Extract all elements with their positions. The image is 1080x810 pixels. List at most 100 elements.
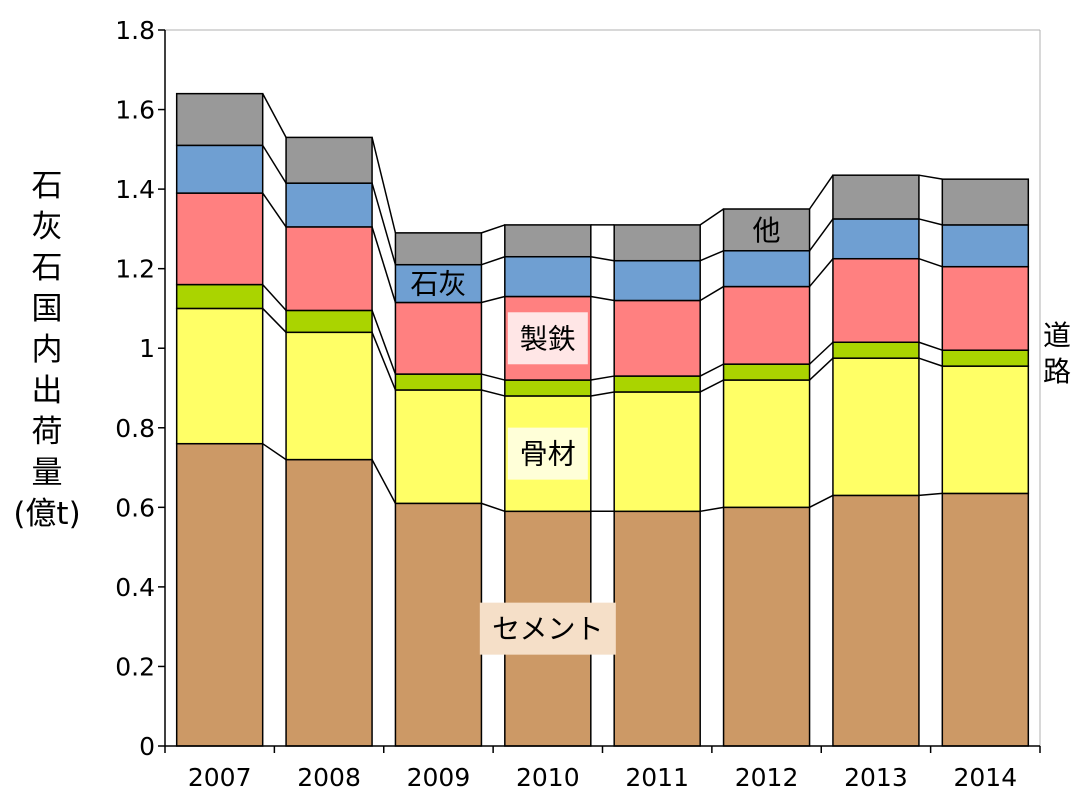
- connector-line: [918, 174, 943, 180]
- connector-line: [699, 208, 724, 226]
- segment-labels: セメント 骨材 製鉄 石灰 他道路: [410, 214, 1071, 655]
- connector-line: [808, 218, 834, 252]
- connector-line: [699, 379, 724, 393]
- bar-segment: [941, 349, 1030, 367]
- bar-segment: [832, 494, 920, 747]
- bar-segment: [285, 226, 373, 312]
- connector-line: [262, 307, 287, 333]
- y-tick-label: 1.2: [115, 255, 155, 284]
- bar-segment: [722, 379, 811, 509]
- y-tick-label: 0: [139, 732, 155, 761]
- connector-line: [918, 218, 943, 226]
- connector-line: [918, 492, 943, 497]
- bar-segment: [613, 224, 701, 262]
- connector-line: [481, 224, 506, 234]
- connector-line: [699, 250, 724, 262]
- series-label: セメント: [492, 613, 603, 646]
- connector-line: [809, 341, 834, 365]
- connector-line: [809, 357, 834, 381]
- y-tick-label: 0.8: [115, 414, 155, 443]
- series-label: 骨材: [520, 438, 576, 471]
- connector-line: [371, 226, 397, 303]
- bar-segment: [394, 502, 483, 747]
- bar-segment: [394, 232, 483, 266]
- connector-line: [590, 391, 615, 397]
- bar-segment: [722, 363, 811, 381]
- bar-segment: [175, 442, 264, 747]
- connector-line: [481, 256, 506, 266]
- y-tick-label: 1: [139, 334, 155, 363]
- bar-segment: [613, 510, 701, 747]
- x-tick-label: 2009: [407, 763, 471, 792]
- bar-segment: [285, 136, 373, 184]
- y-tick-label: 0.6: [115, 493, 155, 522]
- connector-line: [481, 295, 505, 304]
- bar-segment: [722, 285, 811, 365]
- bar-segment: [941, 178, 1030, 226]
- connector-line: [371, 182, 397, 265]
- plot-area: [165, 29, 1041, 746]
- series-label: 他: [753, 214, 781, 247]
- bar-segment: [394, 389, 483, 505]
- x-tick-label: 2008: [297, 763, 361, 792]
- connector-line: [918, 357, 943, 367]
- connector-line: [262, 192, 287, 228]
- bar-segment: [941, 224, 1030, 268]
- connector-line: [262, 443, 287, 461]
- bar-segment: [394, 301, 483, 375]
- connector-line: [262, 93, 287, 138]
- bar-segment: [285, 309, 373, 334]
- series-label-road: 道: [1043, 319, 1071, 352]
- connector-line: [590, 255, 615, 262]
- connector-line: [481, 389, 505, 397]
- bar-segment: [832, 174, 920, 220]
- y-tick-label: 1.8: [115, 16, 155, 45]
- connector-line: [481, 373, 505, 381]
- connector-line: [808, 258, 834, 288]
- bar-segment: [832, 357, 920, 497]
- bar-segment: [175, 144, 264, 194]
- bar-segment: [175, 192, 264, 286]
- connector-line: [371, 310, 397, 375]
- connector-line: [590, 295, 615, 302]
- bar-segment: [394, 373, 483, 391]
- y-axis: 0 0.2 0.4 0.6 0.8 1 1.2 1.4 1.6 1.8: [115, 16, 166, 761]
- bar-segment: [722, 208, 811, 252]
- x-axis: 2007 2008 2009 2010 2011 2012 2013 2014: [164, 745, 1041, 792]
- x-tick-label: 2012: [735, 763, 799, 792]
- bar-segment: [394, 263, 483, 304]
- connector-line: [590, 375, 615, 381]
- bar-segment: [832, 341, 920, 359]
- bar-segment: [504, 379, 592, 397]
- bar-segment: [504, 224, 592, 258]
- connector-line: [918, 258, 943, 268]
- y-tick-label: 0.4: [115, 573, 155, 602]
- series-label-road: 路: [1043, 355, 1071, 388]
- series-label: 製鉄: [520, 322, 576, 355]
- connector-line: [481, 502, 506, 513]
- connector-line: [371, 459, 397, 504]
- bar-segment: [613, 299, 701, 377]
- bar-segment: [722, 250, 811, 288]
- connector-line: [809, 494, 834, 509]
- x-tick-label: 2007: [188, 763, 252, 792]
- y-tick-label: 1.6: [115, 96, 155, 125]
- connector-line: [371, 137, 397, 234]
- connector-line: [262, 144, 287, 184]
- connector-line: [699, 285, 724, 302]
- label-box: [507, 312, 588, 365]
- bar-segment: [175, 307, 264, 445]
- bar-segment: [832, 257, 920, 344]
- bar-segment: [613, 375, 701, 393]
- connector-lines: [262, 93, 943, 513]
- bar-segment: [722, 506, 811, 747]
- bar-segment: [285, 182, 373, 228]
- y-tick-label: 0.2: [115, 652, 155, 681]
- connector-line: [371, 332, 397, 391]
- x-tick-label: 2013: [844, 763, 908, 792]
- bar-segment: [941, 365, 1030, 495]
- label-box: [479, 602, 616, 655]
- bar-segment: [613, 391, 701, 513]
- x-tick-label: 2010: [516, 763, 580, 792]
